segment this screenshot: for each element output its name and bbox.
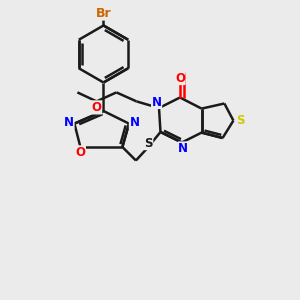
Text: S: S (236, 114, 244, 127)
Text: Br: Br (96, 7, 111, 20)
Text: N: N (129, 116, 140, 129)
Text: N: N (178, 142, 188, 155)
Text: O: O (75, 146, 85, 159)
Text: N: N (64, 116, 74, 129)
Text: S: S (144, 136, 153, 150)
Text: O: O (175, 71, 185, 85)
Text: N: N (152, 95, 162, 109)
Text: O: O (92, 101, 102, 114)
